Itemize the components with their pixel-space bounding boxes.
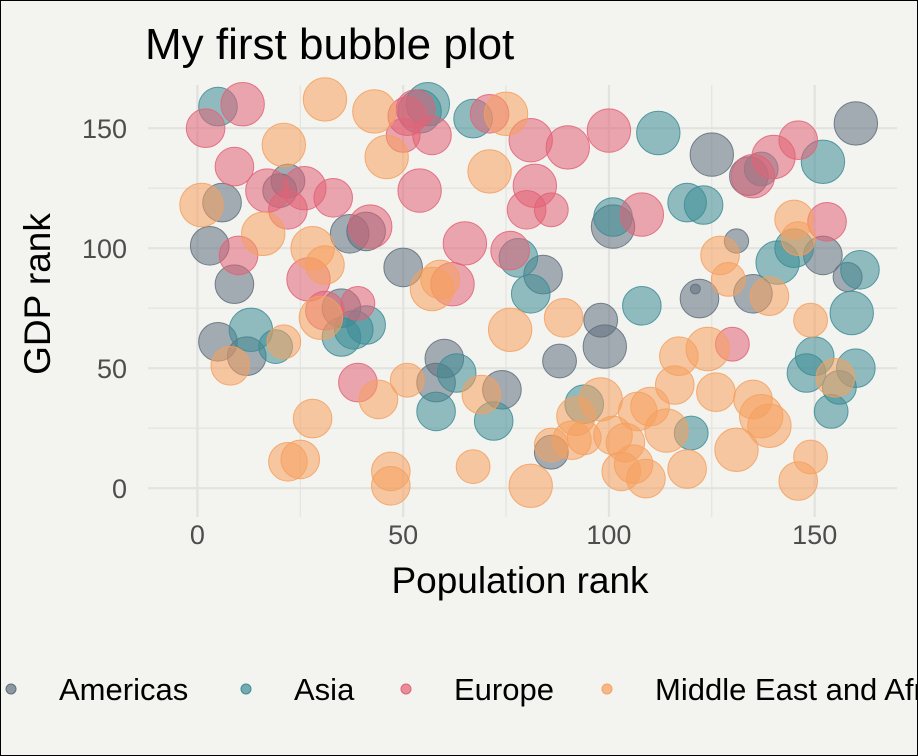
bubble-point — [543, 298, 584, 338]
bubble-point — [261, 122, 307, 168]
bubble-point — [358, 379, 399, 420]
legend-key — [5, 683, 17, 695]
x-tick-label: 50 — [388, 520, 418, 550]
chart-title: My first bubble plot — [145, 20, 514, 69]
legend-label: Middle East and Africa — [655, 672, 917, 707]
bubble-point — [305, 245, 345, 285]
x-tick-labels: 0 50 100 150 — [190, 520, 837, 550]
bubble-point — [747, 403, 792, 448]
bubble-point — [266, 324, 302, 360]
bubble-point — [389, 362, 425, 398]
x-tick-label: 0 — [190, 520, 205, 550]
bubble-point — [302, 77, 348, 122]
bubble-point — [348, 204, 393, 249]
bubble-point — [542, 343, 577, 379]
bubble-point — [508, 463, 553, 508]
bubble-point — [689, 132, 735, 177]
bubble-point — [545, 125, 590, 170]
y-tick-label: 100 — [82, 234, 127, 264]
bubble-point — [416, 391, 456, 432]
legend-item: Americas — [5, 672, 188, 707]
bubble-point — [461, 374, 502, 415]
legend-label: Asia — [294, 672, 355, 707]
bubble-point — [749, 276, 790, 317]
bubble-point — [840, 249, 880, 290]
bubble-point — [667, 449, 707, 489]
bubble-point — [510, 274, 551, 314]
bubble-point — [412, 115, 452, 156]
bubble-point — [490, 230, 530, 271]
bubble-point — [179, 182, 224, 228]
bubble-point — [683, 185, 724, 225]
bubble-point — [696, 372, 736, 413]
legend-item: Middle East and Africa — [601, 672, 917, 707]
bubble-point — [467, 149, 512, 194]
bubble-point — [780, 221, 816, 257]
bubble-point — [455, 449, 491, 485]
bubbles — [179, 77, 880, 508]
bubble-point — [679, 278, 720, 319]
bubble-point — [793, 302, 828, 338]
bubble-point — [685, 326, 730, 372]
bubble-point — [442, 221, 488, 266]
y-tick-label: 150 — [82, 114, 127, 144]
y-tick-label: 0 — [112, 474, 127, 504]
bubble-point — [313, 178, 353, 218]
bubble-point — [483, 91, 529, 137]
x-tick-label: 100 — [586, 520, 631, 550]
bubble-point — [340, 286, 376, 321]
legend-label: Americas — [59, 672, 188, 707]
bubble-point — [298, 295, 344, 340]
bubble-point — [815, 358, 856, 398]
legend-item: Europe — [400, 672, 554, 707]
legend-label: Europe — [454, 672, 554, 707]
legend-key — [601, 683, 613, 695]
bubble-point — [371, 466, 411, 506]
bubble-point — [586, 108, 632, 153]
bubble-point — [714, 427, 759, 472]
y-tick-labels: 0 50 100 150 — [82, 114, 127, 504]
legend-key — [400, 683, 412, 695]
legend: Americas Asia Europe Middle East and Africa — [5, 672, 917, 707]
y-axis-label: GDP rank — [17, 213, 58, 375]
x-tick-label: 150 — [792, 520, 837, 550]
legend-item: Asia — [240, 672, 355, 707]
y-tick-label: 50 — [97, 354, 127, 384]
bubble-point — [622, 286, 662, 326]
bubble-point — [487, 307, 533, 352]
bubble-point — [833, 101, 879, 146]
bubble-point — [228, 307, 274, 352]
bubble-point — [636, 110, 681, 156]
bubble-point — [383, 247, 423, 288]
bubble-point — [793, 439, 828, 475]
bubble-point — [829, 290, 874, 336]
bubble-point — [292, 398, 333, 439]
bubble-point — [710, 262, 746, 297]
bubble-point — [220, 82, 265, 127]
bubble-point — [185, 108, 226, 148]
bubble-point — [352, 89, 397, 134]
bubble-point — [578, 377, 623, 422]
legend-key — [240, 683, 252, 695]
bubble-point — [626, 458, 666, 499]
bubble-point — [582, 324, 628, 369]
x-axis-label: Population rank — [391, 560, 649, 601]
bubble-point — [619, 192, 665, 237]
bubble-point — [241, 211, 286, 257]
bubble-point — [420, 259, 460, 300]
bubble-point — [280, 439, 321, 480]
bubble-point — [397, 168, 442, 213]
bubble-point — [364, 134, 409, 180]
bubble-point — [644, 408, 689, 453]
bubble-point — [214, 146, 255, 187]
bubble-point — [533, 192, 569, 228]
bubble-point — [778, 120, 819, 160]
bubble-point — [210, 346, 251, 386]
